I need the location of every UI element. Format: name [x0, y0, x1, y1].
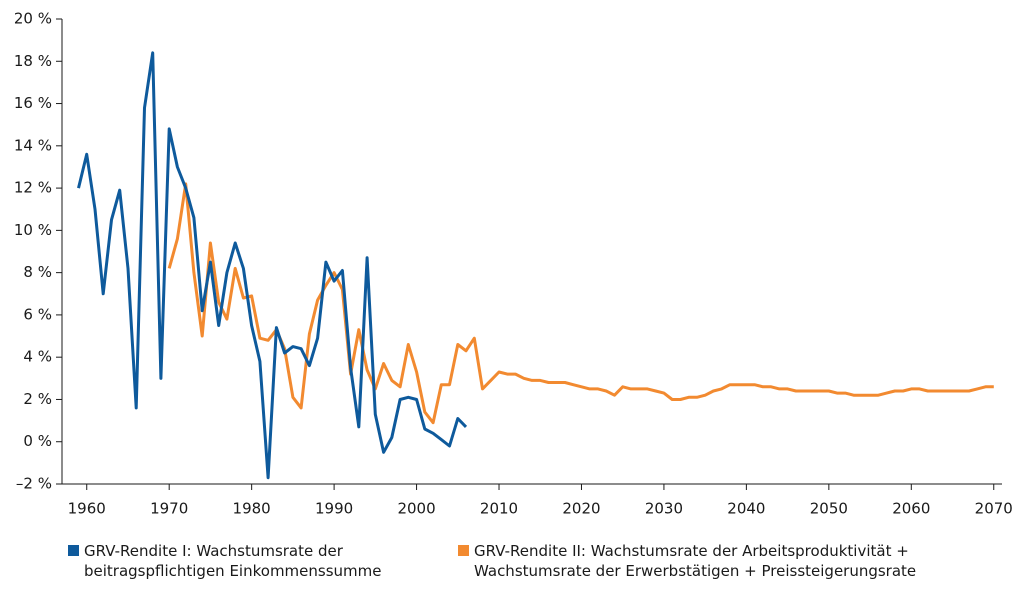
y-tick-label: 8 %	[23, 263, 52, 281]
series-line	[167, 182, 994, 425]
chart: –2 % 0 % 2 % 4 % 6 % 8 % 10 % 12 % 14 % 16 % 18 % 2…	[14, 10, 1013, 518]
x-tick-label: 2000	[397, 500, 435, 518]
y-tick-label: 14 %	[14, 136, 52, 154]
x-tick-label: 1970	[150, 500, 188, 518]
y-tick-label: –2 %	[16, 475, 52, 493]
x-tick-label: 1980	[233, 500, 271, 518]
y-tick-label: 6 %	[23, 305, 52, 323]
legend-label: GRV-Rendite I: Wachstumsrate der beitrag…	[84, 542, 382, 580]
y-tick-label: 12 %	[14, 179, 52, 197]
y-tick-label: 10 %	[14, 221, 52, 239]
y-tick-label: 0 %	[23, 432, 52, 450]
x-tick-label: 2050	[810, 500, 848, 518]
x-tick-label: 2040	[727, 500, 765, 518]
legend-item: GRV-Rendite II: Wachstumsrate der Arbeit…	[458, 541, 978, 581]
x-tick-label: 2020	[562, 500, 600, 518]
x-tick-label: 2070	[975, 500, 1013, 518]
series-line	[77, 51, 468, 480]
x-tick-label: 2010	[480, 500, 518, 518]
y-tick-label: 2 %	[23, 390, 52, 408]
y-tick-label: 4 %	[23, 348, 52, 366]
legend-swatch	[68, 545, 79, 556]
x-tick-label: 1990	[315, 500, 353, 518]
legend-item: GRV-Rendite I: Wachstumsrate der beitrag…	[68, 541, 428, 581]
x-tick-label: 2030	[645, 500, 683, 518]
y-tick-label: 16 %	[14, 94, 52, 112]
y-tick-label: 20 %	[14, 10, 52, 28]
legend-label: GRV-Rendite II: Wachstumsrate der Arbeit…	[474, 542, 917, 580]
x-tick-label: 2060	[892, 500, 930, 518]
legend-swatch	[458, 545, 469, 556]
y-tick-label: 18 %	[14, 52, 52, 70]
x-tick-label: 1960	[68, 500, 106, 518]
